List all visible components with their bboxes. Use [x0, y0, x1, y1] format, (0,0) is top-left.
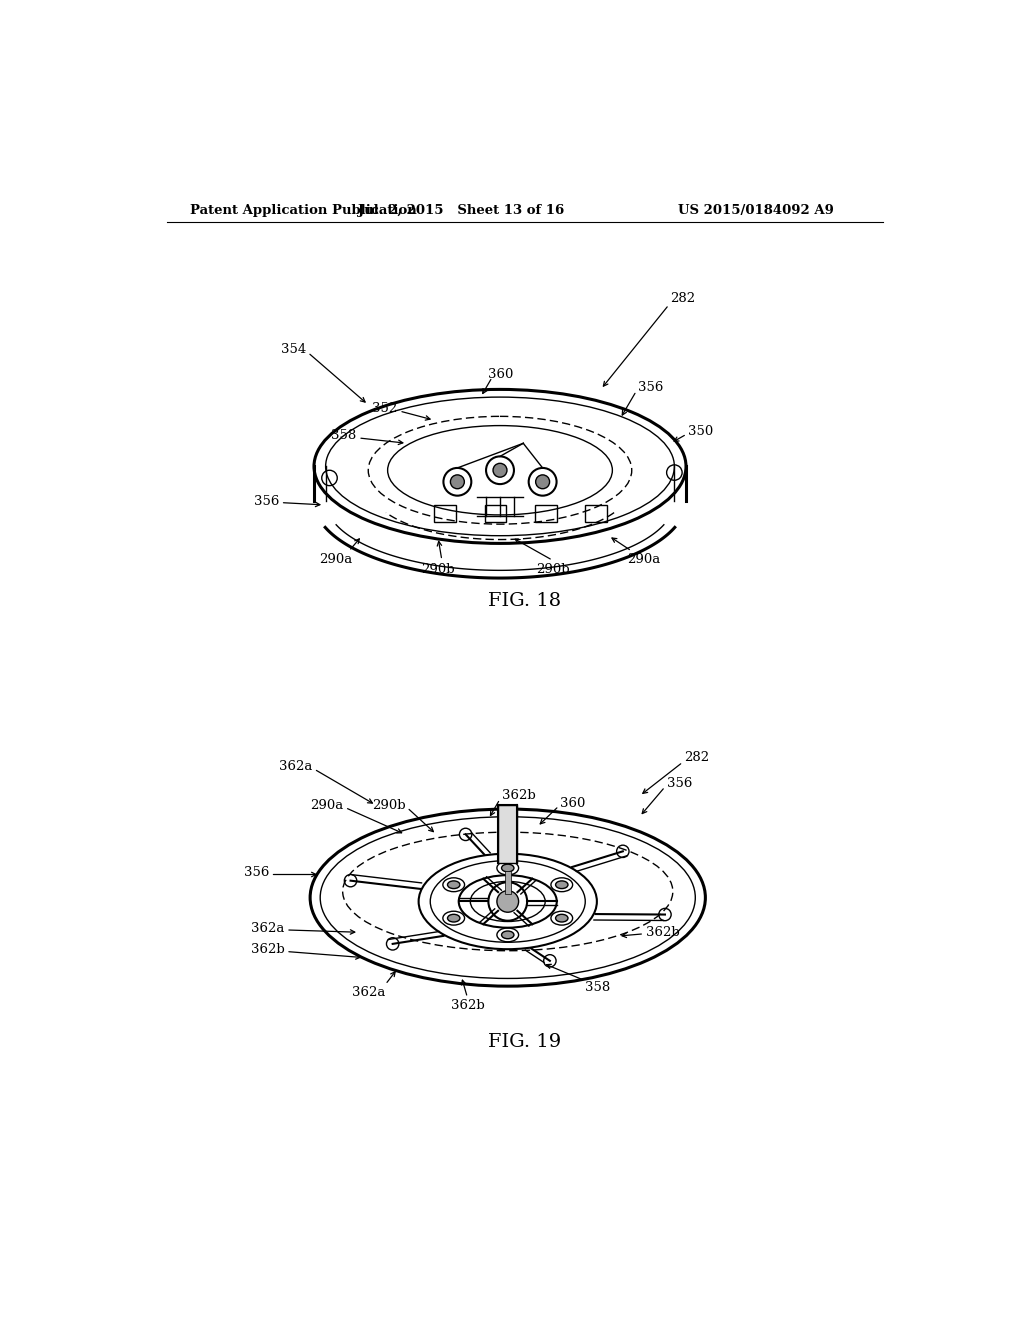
Circle shape: [536, 475, 550, 488]
Text: Patent Application Publication: Patent Application Publication: [190, 205, 417, 218]
Text: 356: 356: [244, 866, 269, 879]
Ellipse shape: [447, 915, 460, 921]
Text: US 2015/0184092 A9: US 2015/0184092 A9: [678, 205, 834, 218]
Ellipse shape: [447, 880, 460, 888]
Text: 354: 354: [281, 343, 306, 356]
Text: 362a: 362a: [280, 760, 312, 774]
Text: 360: 360: [488, 367, 514, 380]
Text: 290b: 290b: [372, 799, 406, 812]
Bar: [535, 506, 557, 521]
Text: 362b: 362b: [502, 789, 536, 803]
Text: 362a: 362a: [351, 986, 385, 999]
Text: 356: 356: [254, 495, 280, 508]
Ellipse shape: [556, 915, 568, 921]
Text: 290b: 290b: [536, 562, 569, 576]
Ellipse shape: [502, 931, 514, 939]
Text: 290a: 290a: [310, 799, 343, 812]
Text: 362b: 362b: [451, 999, 484, 1012]
Bar: [434, 506, 456, 521]
Bar: [586, 506, 607, 521]
Text: 362a: 362a: [251, 921, 285, 935]
Text: 282: 282: [684, 751, 710, 764]
Text: FIG. 18: FIG. 18: [488, 593, 561, 610]
Text: Jul. 2, 2015   Sheet 13 of 16: Jul. 2, 2015 Sheet 13 of 16: [358, 205, 564, 218]
Text: 358: 358: [332, 429, 356, 442]
Ellipse shape: [556, 880, 568, 888]
Text: 352: 352: [373, 403, 397, 416]
Circle shape: [493, 463, 507, 477]
Text: 290a: 290a: [627, 553, 660, 566]
Text: 290b: 290b: [421, 562, 455, 576]
Text: 290a: 290a: [319, 553, 352, 566]
Text: 350: 350: [688, 425, 714, 438]
Bar: [499, 805, 517, 863]
Text: 362b: 362b: [646, 925, 680, 939]
Text: 360: 360: [560, 797, 586, 810]
Text: FIG. 19: FIG. 19: [488, 1034, 561, 1051]
Circle shape: [451, 475, 464, 488]
Bar: [505, 871, 511, 894]
Bar: [484, 506, 506, 521]
Text: 356: 356: [667, 777, 692, 791]
Text: 356: 356: [638, 381, 664, 395]
Circle shape: [497, 891, 518, 912]
Ellipse shape: [502, 865, 514, 873]
Text: 282: 282: [671, 292, 695, 305]
Text: 362b: 362b: [251, 944, 285, 957]
Text: 358: 358: [586, 981, 610, 994]
